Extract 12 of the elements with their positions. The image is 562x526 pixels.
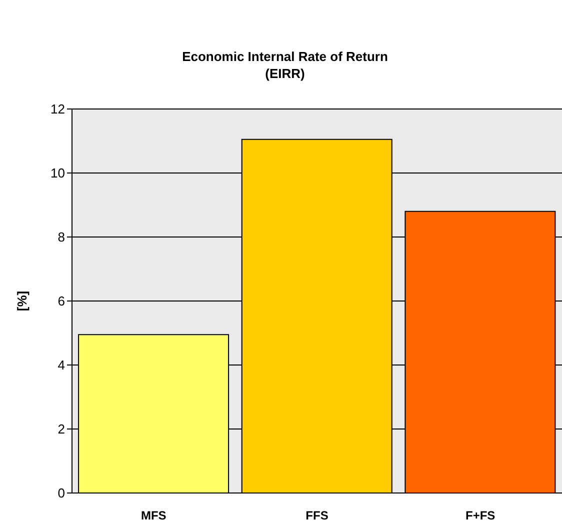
y-tick-label: 8 [58, 230, 65, 245]
y-tick-label: 4 [58, 358, 65, 373]
y-axis-title: [%] [14, 290, 30, 312]
y-tick-label: 2 [58, 422, 65, 437]
y-tick-label: 0 [58, 486, 65, 501]
y-tick-label: 10 [50, 166, 65, 181]
y-tick-label: 12 [50, 102, 65, 117]
y-tick-label: 6 [58, 294, 65, 309]
chart-title: Economic Internal Rate of Return (EIRR) [181, 48, 389, 82]
x-tick-label: MFS [140, 508, 166, 523]
x-tick-label: F+FS [465, 508, 496, 523]
x-tick-label: FFS [306, 508, 328, 523]
